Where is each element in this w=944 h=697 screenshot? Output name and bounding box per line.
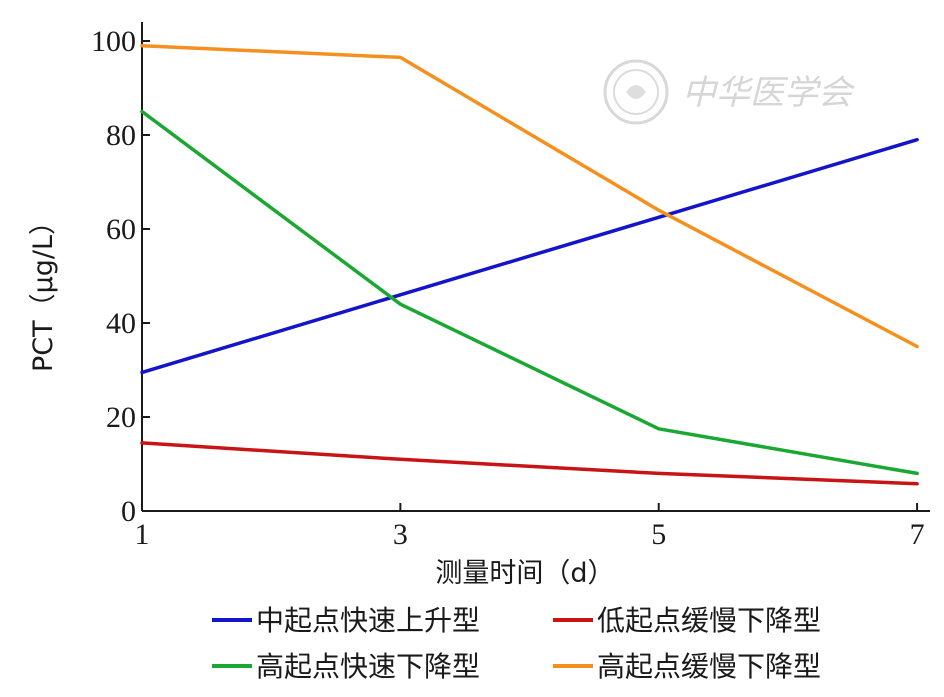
watermark-text: 中华医学会 [682, 73, 856, 113]
y-tick-label: 20 [106, 401, 136, 434]
legend-item: 高起点快速下降型 [212, 650, 480, 683]
watermark: 中华医学会 [603, 59, 856, 125]
society-seal-icon [603, 59, 669, 125]
legend-label: 低起点缓慢下降型 [597, 604, 821, 637]
series-lines [140, 43, 919, 486]
x-tick-label: 1 [135, 518, 150, 551]
legend-item: 高起点缓慢下降型 [553, 650, 821, 683]
legend-label: 高起点快速下降型 [256, 650, 480, 683]
y-axis-title: PCT（μg/L） [28, 208, 59, 372]
y-ticks: 0 20 40 60 80 100 [91, 25, 150, 528]
legend-item: 中起点快速上升型 [212, 604, 480, 637]
x-tick-label: 3 [393, 518, 408, 551]
y-tick-label: 0 [121, 495, 136, 528]
legend-item: 低起点缓慢下降型 [553, 604, 821, 637]
x-axis-title: 测量时间（d） [435, 558, 614, 589]
y-tick-label: 60 [106, 213, 136, 246]
series-line-1 [140, 137, 919, 375]
x-tick-label: 7 [910, 518, 925, 551]
axes [141, 22, 930, 512]
y-tick-label: 80 [106, 119, 136, 152]
series-line-4 [140, 43, 919, 349]
x-tick-label: 5 [651, 518, 666, 551]
series-line-2 [140, 441, 919, 486]
legend-label: 高起点缓慢下降型 [597, 650, 821, 683]
x-ticks: 1 3 5 7 [135, 503, 925, 551]
y-tick-label: 40 [106, 307, 136, 340]
y-tick-label: 100 [91, 25, 136, 58]
series-line-3 [140, 109, 919, 476]
legend-label: 中起点快速上升型 [256, 604, 480, 637]
